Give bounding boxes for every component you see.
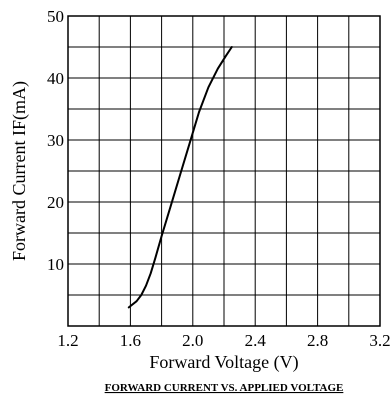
x-tick-label-3: 2.4: [245, 331, 267, 350]
x-tick-labels: 1.2 1.6 2.0 2.4 2.8 3.2: [57, 331, 390, 350]
y-tick-label-3: 40: [47, 69, 64, 88]
y-tick-label-0: 10: [47, 255, 64, 274]
series-line-0: [127, 46, 233, 309]
x-tick-label-1: 1.6: [120, 331, 141, 350]
grid: [68, 16, 380, 326]
x-tick-label-0: 1.2: [57, 331, 78, 350]
chart-title: FORWARD CURRENT VS. APPLIED VOLTAGE: [105, 382, 344, 394]
y-tick-labels: 10 20 30 40 50: [47, 7, 64, 274]
x-tick-label-2: 2.0: [182, 331, 203, 350]
y-axis-title: Forward Current IF(mA): [9, 81, 30, 261]
y-tick-label-1: 20: [47, 193, 64, 212]
series-layer: [127, 46, 233, 309]
y-tick-label-2: 30: [47, 131, 64, 150]
y-tick-label-4: 50: [47, 7, 64, 26]
x-axis-title: Forward Voltage (V): [149, 352, 298, 373]
plot-frame: [67, 15, 381, 327]
x-tick-label-4: 2.8: [307, 331, 328, 350]
x-tick-label-5: 3.2: [369, 331, 390, 350]
